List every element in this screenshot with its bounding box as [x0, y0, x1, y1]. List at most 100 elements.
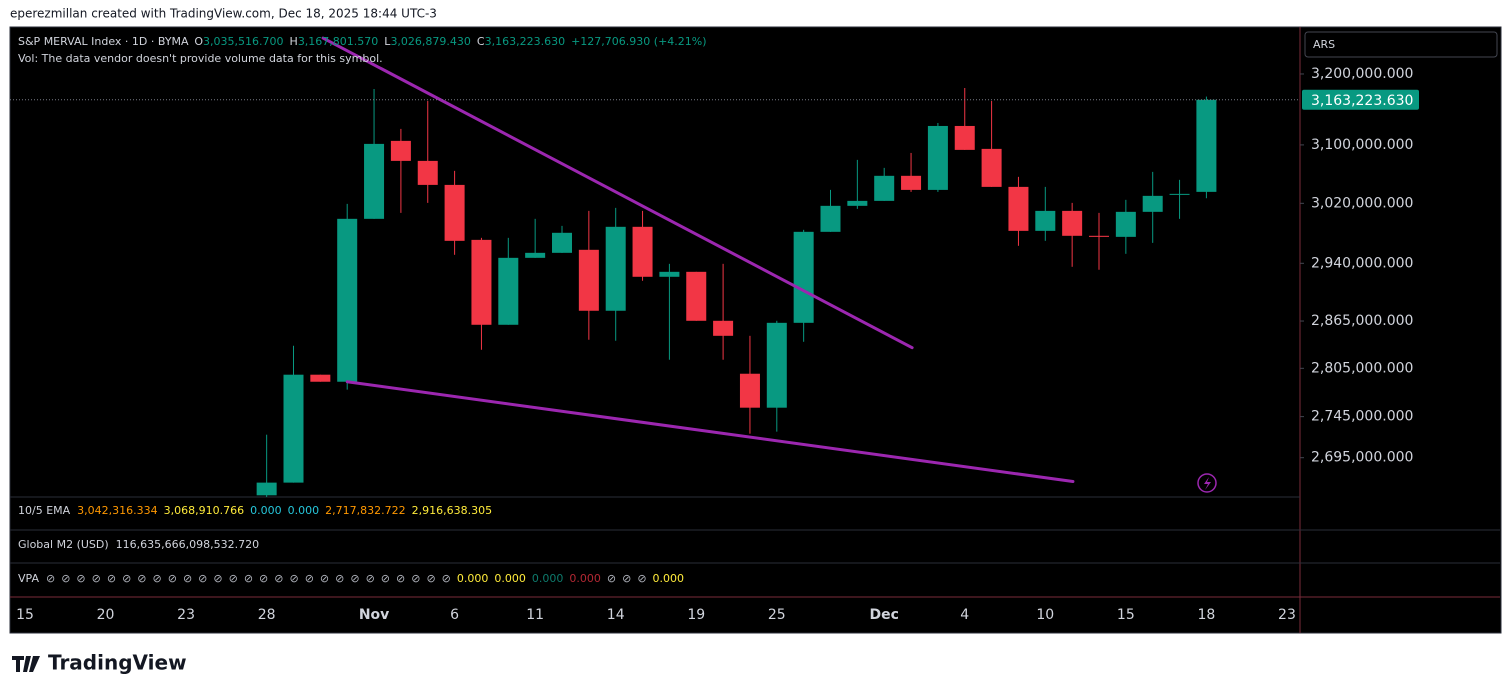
last-price-label: 3,163,223.630: [1311, 93, 1413, 109]
candle-body: [471, 239, 492, 325]
indicator-value: ⊘: [381, 572, 390, 585]
indicator-value: 0.000: [457, 572, 489, 585]
ohlc-label: C: [477, 35, 485, 48]
volume-note: Vol: The data vendor doesn't provide vol…: [18, 52, 383, 65]
indicator-value: ⊘: [61, 572, 70, 585]
indicator-value: 3,068,910.766: [164, 504, 244, 517]
currency-box[interactable]: [1304, 31, 1498, 58]
x-tick-label: 6: [450, 607, 459, 623]
x-tick-label: 28: [258, 607, 276, 623]
candle-body: [283, 374, 304, 483]
candle-body: [364, 143, 385, 219]
candle-body: [605, 226, 626, 311]
y-tick-label: 2,805,000.000: [1311, 360, 1413, 376]
candle-body: [901, 175, 922, 190]
x-tick-label: 15: [1117, 607, 1135, 623]
candle-body: [1142, 195, 1163, 212]
ohlc-label: L: [384, 35, 391, 48]
alert-icon[interactable]: [1197, 473, 1217, 493]
alert-icon-bolt: [1204, 477, 1211, 490]
trend-line: [321, 36, 914, 350]
candle-body: [1062, 210, 1083, 236]
indicator-value: ⊘: [76, 572, 85, 585]
indicator-value: ⊘: [622, 572, 631, 585]
indicator-value: ⊘: [153, 572, 162, 585]
candle-body: [310, 374, 331, 382]
indicator-value: ⊘: [289, 572, 298, 585]
candle-body: [256, 482, 277, 496]
x-tick-label: 10: [1036, 607, 1054, 623]
indicator-value: ⊘: [350, 572, 359, 585]
x-tick-label: 14: [607, 607, 625, 623]
candle-body: [847, 200, 868, 206]
candle-body: [578, 249, 599, 311]
candle-body: [1035, 210, 1056, 231]
indicator-value: ⊘: [607, 572, 616, 585]
symbol-title: S&P MERVAL Index · 1D · BYMA: [18, 35, 189, 48]
x-tick-label: 4: [960, 607, 969, 623]
indicator-value: ⊘: [442, 572, 451, 585]
candle-body: [793, 231, 814, 323]
indicator-value: ⊘: [46, 572, 55, 585]
y-tick-label: 2,745,000.000: [1311, 409, 1413, 425]
candle-body: [874, 175, 895, 201]
indicator-value: ⊘: [229, 572, 238, 585]
indicator-value: ⊘: [198, 572, 207, 585]
candle-body: [1169, 193, 1190, 195]
indicator-value: ⊘: [335, 572, 344, 585]
candle-body: [525, 252, 546, 258]
x-tick-label: 23: [177, 607, 195, 623]
indicator-value: ⊘: [320, 572, 329, 585]
indicator-value: 0.000: [288, 504, 320, 517]
indicator-value: ⊘: [305, 572, 314, 585]
candle-body: [390, 140, 411, 161]
ohlc-value: 3,026,879.430: [390, 35, 470, 48]
indicator-value: ⊘: [244, 572, 253, 585]
indicator-value: 3,042,316.334: [77, 504, 157, 517]
indicator-value: ⊘: [137, 572, 146, 585]
indicator-value: ⊘: [168, 572, 177, 585]
ohlc-value: 3,163,223.630: [485, 35, 565, 48]
candle-body: [659, 271, 680, 277]
indicator-value: ⊘: [107, 572, 116, 585]
indicator-name: Global M2 (USD): [18, 538, 109, 551]
candle-body: [1115, 211, 1136, 237]
indicator-value: 2,717,832.722: [325, 504, 405, 517]
candle-body: [552, 232, 572, 253]
ohlc-label: H: [290, 35, 298, 48]
y-tick-label: 3,100,000.000: [1311, 137, 1413, 153]
y-tick-label: 3,020,000.000: [1311, 195, 1413, 211]
indicator-value: ⊘: [259, 572, 268, 585]
ohlc-label: O: [194, 35, 203, 48]
indicator-value: 0.000: [569, 572, 601, 585]
indicator-value: ⊘: [122, 572, 131, 585]
candle-body: [1196, 99, 1217, 192]
candle-body: [1008, 186, 1029, 231]
indicator-value: ⊘: [637, 572, 646, 585]
x-tick-label: 20: [97, 607, 115, 623]
x-tick-label: 15: [16, 607, 34, 623]
candle-body: [820, 205, 841, 232]
indicator-name: VPA: [18, 572, 39, 585]
indicator-value: 0.000: [494, 572, 526, 585]
indicator-value: 2,916,638.305: [412, 504, 492, 517]
indicator-value: ⊘: [426, 572, 435, 585]
x-tick-label: 25: [768, 607, 786, 623]
indicator-value: ⊘: [183, 572, 192, 585]
y-tick-label: 2,940,000.000: [1311, 255, 1413, 271]
tradingview-logo: [12, 656, 40, 672]
candle-body: [337, 218, 358, 382]
x-tick-label: Nov: [359, 607, 389, 623]
candle-body: [713, 320, 734, 336]
candle-body: [1089, 235, 1109, 237]
x-tick-label: 19: [687, 607, 705, 623]
candle-body: [686, 271, 707, 321]
chart-frame: [9, 26, 1502, 634]
candle-body: [954, 125, 975, 150]
x-tick-label: 11: [526, 607, 544, 623]
candles: [256, 36, 1217, 497]
x-tick-label: 23: [1278, 607, 1296, 623]
indicator-value: ⊘: [366, 572, 375, 585]
indicator-value: ⊘: [92, 572, 101, 585]
